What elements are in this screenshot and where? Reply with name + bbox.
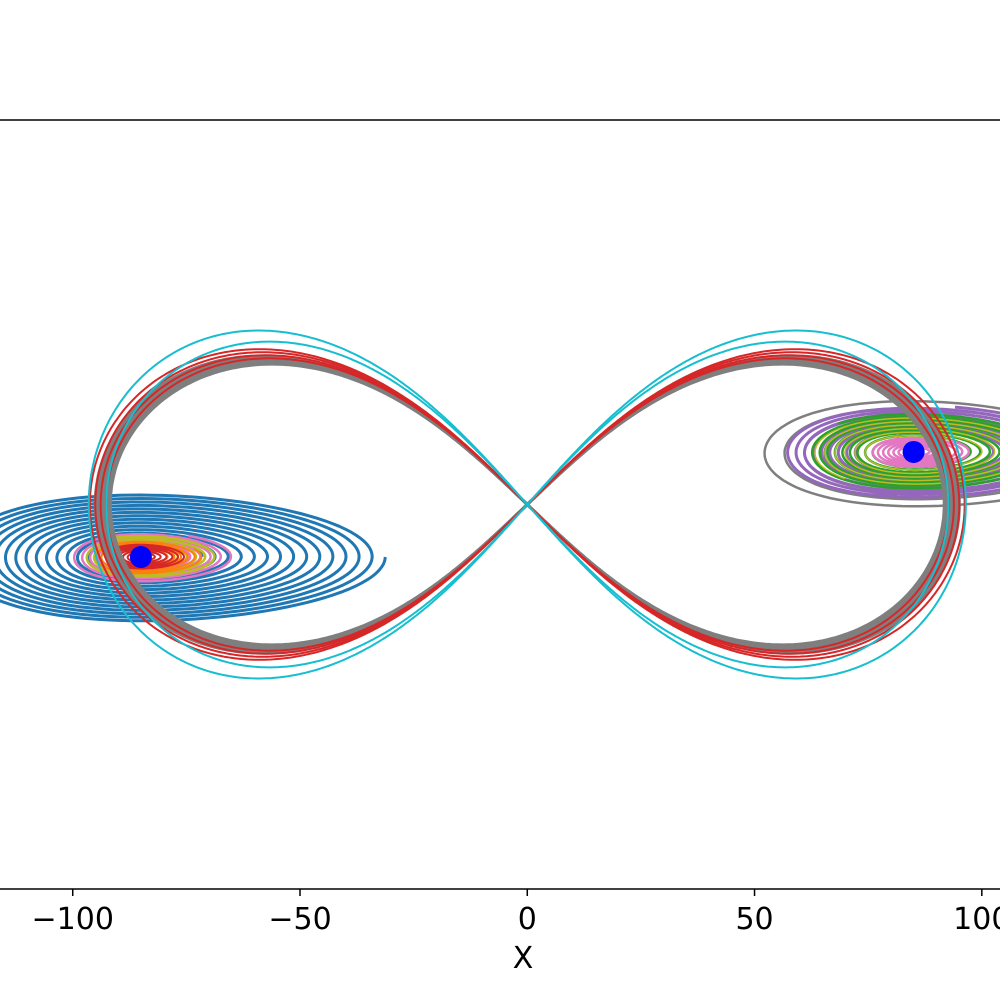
- trajectory-line: [814, 417, 1000, 485]
- x-tick-label: 0: [518, 902, 537, 937]
- x-tick-label: 50: [735, 902, 773, 937]
- x-axis-label: X: [513, 941, 534, 976]
- x-axis-ticks: −100 −50 0 50 100: [32, 889, 1000, 937]
- x-tick-label: −100: [32, 902, 114, 937]
- trajectory-line: [0, 493, 387, 623]
- separatrix-line: [87, 329, 967, 680]
- plot-area: [0, 329, 1000, 680]
- separatrix-line: [105, 340, 950, 669]
- x-tick-label: 100: [953, 902, 1000, 937]
- x-tick-label: −50: [268, 902, 331, 937]
- separatrix-line: [88, 348, 966, 661]
- fixed-point-marker: [129, 546, 152, 569]
- fixed-point-marker: [902, 440, 925, 463]
